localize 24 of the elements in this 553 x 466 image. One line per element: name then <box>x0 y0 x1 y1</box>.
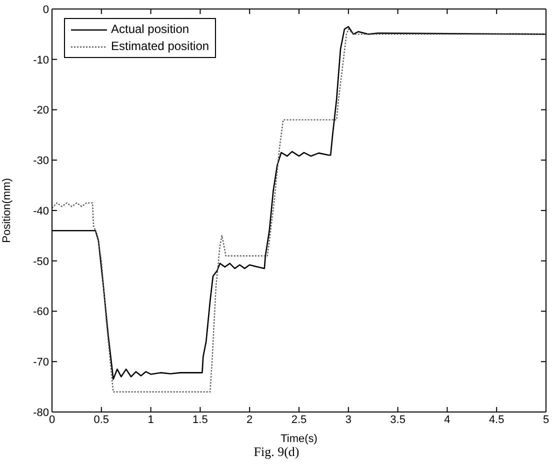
caption: Fig. 9(d) <box>252 444 300 460</box>
y-tick-label: -60 <box>33 306 49 318</box>
y-tick-label: -20 <box>33 104 49 117</box>
y-tick-label: -80 <box>33 406 49 419</box>
x-tick-label: 3 <box>345 414 352 426</box>
y-axis-title: Position(mm) <box>0 178 13 243</box>
x-tick-label: 3.5 <box>390 414 406 426</box>
legend-label: Actual position <box>111 21 190 38</box>
y-tick-label: -30 <box>33 155 49 168</box>
x-tick-label: 4.5 <box>488 414 504 426</box>
x-tick-label: 0.5 <box>94 414 110 426</box>
x-tick-label: 1.5 <box>192 414 208 426</box>
x-tick-label: 1 <box>148 414 154 426</box>
x-tick-label: 2.5 <box>291 414 307 426</box>
x-axis-title: Time(s) <box>280 433 318 445</box>
x-tick-label: 4 <box>444 414 450 426</box>
y-tick-label: -70 <box>33 356 49 369</box>
y-tick-label: 0 <box>42 4 49 16</box>
x-tick-label: 5 <box>542 414 550 426</box>
y-tick-label: -50 <box>33 256 49 268</box>
legend-label: Estimated position <box>111 38 210 55</box>
y-tick-label: -10 <box>33 54 49 66</box>
y-tick-label: -40 <box>33 205 49 218</box>
x-tick-label: 2 <box>246 414 253 426</box>
